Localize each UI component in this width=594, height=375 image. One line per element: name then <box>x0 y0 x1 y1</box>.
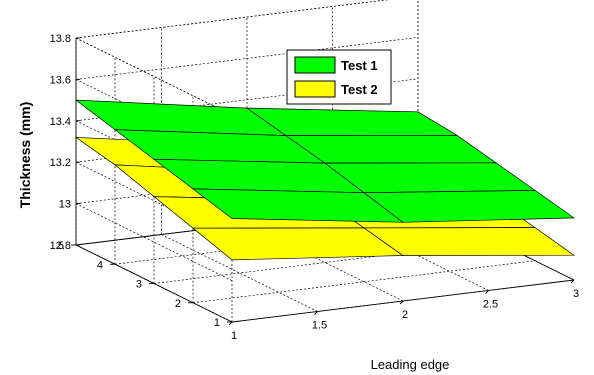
y-tick-label: 3 <box>136 279 142 291</box>
z-tick-label: 13.6 <box>50 74 71 86</box>
z-tick-label: 13.4 <box>50 116 71 128</box>
legend: Test 1 Test 2 <box>286 49 392 105</box>
y-tick-label: 1 <box>214 317 220 329</box>
y-tick-label: 5 <box>58 240 64 252</box>
z-tick-label: 13.2 <box>50 157 71 169</box>
grid-line <box>75 203 233 281</box>
x-tick-mark <box>314 311 318 315</box>
box-edge <box>75 37 233 116</box>
test-1-patch <box>362 190 576 223</box>
grid-line <box>161 234 318 312</box>
x-tick-mark <box>228 321 233 326</box>
legend-label-test-1: Test 1 <box>341 58 378 73</box>
z-tick-label: 12.8 <box>50 240 71 252</box>
y-tick-label: 2 <box>175 298 181 310</box>
test-2-patch <box>362 227 576 256</box>
z-tick-label: 13.8 <box>50 33 71 45</box>
x-axis-label: Leading edge <box>371 357 450 372</box>
z-tick-label: 13 <box>59 199 71 211</box>
x-tick-label: 2 <box>402 309 408 321</box>
grid-line <box>153 241 497 284</box>
x-tick-label: 1 <box>231 330 237 342</box>
test-1-patch <box>74 99 288 136</box>
y-tick-label: 4 <box>97 259 103 271</box>
surface-test-1 <box>74 99 576 223</box>
box-edge <box>75 0 389 39</box>
grid-line <box>75 37 419 80</box>
axis-layer: 1 1.5 2 2.5 3 1 2 3 4 512.8 13 13.2 13.4 13.6 13.8 <box>50 33 579 342</box>
x-tick-mark <box>485 290 489 294</box>
grid-line <box>192 260 536 304</box>
legend-swatch-test-1 <box>294 56 336 74</box>
x-tick-label: 3 <box>573 288 579 300</box>
x-tick-label: 1.5 <box>312 320 327 332</box>
z-axis-label: Thickness (mm) <box>17 102 33 209</box>
legend-label-test-2: Test 2 <box>341 82 378 97</box>
x-tick-label: 2.5 <box>483 299 498 311</box>
legend-swatch-test-2 <box>294 80 336 98</box>
surface-layer <box>74 99 576 261</box>
x-tick-mark <box>399 300 404 305</box>
x-tick-mark <box>570 279 575 284</box>
